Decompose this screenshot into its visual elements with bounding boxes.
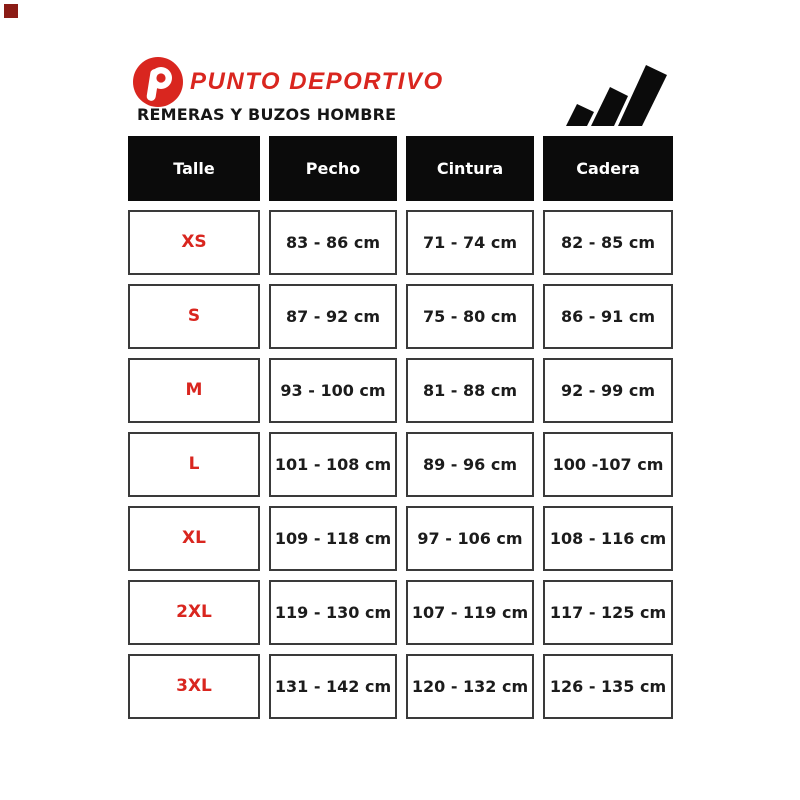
cintura-value: 75 - 80 cm bbox=[406, 284, 534, 349]
corner-marker bbox=[4, 4, 18, 18]
column-header-talle: Talle bbox=[128, 136, 260, 201]
pecho-value: 83 - 86 cm bbox=[269, 210, 397, 275]
column-header-pecho: Pecho bbox=[269, 136, 397, 201]
cadera-value: 82 - 85 cm bbox=[543, 210, 673, 275]
punto-deportivo-logo-icon bbox=[133, 57, 183, 107]
cintura-value: 71 - 74 cm bbox=[406, 210, 534, 275]
size-label: XS bbox=[128, 210, 260, 275]
cadera-value: 117 - 125 cm bbox=[543, 580, 673, 645]
size-table: Talle Pecho Cintura Cadera XS 83 - 86 cm… bbox=[128, 136, 673, 719]
pecho-value: 119 - 130 cm bbox=[269, 580, 397, 645]
cintura-value: 81 - 88 cm bbox=[406, 358, 534, 423]
pecho-value: 131 - 142 cm bbox=[269, 654, 397, 719]
cintura-value: 97 - 106 cm bbox=[406, 506, 534, 571]
pecho-value: 93 - 100 cm bbox=[269, 358, 397, 423]
cadera-value: 86 - 91 cm bbox=[543, 284, 673, 349]
size-label: 3XL bbox=[128, 654, 260, 719]
pecho-value: 87 - 92 cm bbox=[269, 284, 397, 349]
column-header-cadera: Cadera bbox=[543, 136, 673, 201]
pecho-value: 101 - 108 cm bbox=[269, 432, 397, 497]
cadera-value: 126 - 135 cm bbox=[543, 654, 673, 719]
cadera-value: 100 -107 cm bbox=[543, 432, 673, 497]
size-label: 2XL bbox=[128, 580, 260, 645]
size-label: L bbox=[128, 432, 260, 497]
page-title: REMERAS Y BUZOS HOMBRE bbox=[137, 105, 397, 124]
size-label: S bbox=[128, 284, 260, 349]
cintura-value: 120 - 132 cm bbox=[406, 654, 534, 719]
size-label: M bbox=[128, 358, 260, 423]
cadera-value: 108 - 116 cm bbox=[543, 506, 673, 571]
brand-name: PUNTO DEPORTIVO bbox=[190, 68, 444, 95]
cadera-value: 92 - 99 cm bbox=[543, 358, 673, 423]
column-header-cintura: Cintura bbox=[406, 136, 534, 201]
cintura-value: 107 - 119 cm bbox=[406, 580, 534, 645]
cintura-value: 89 - 96 cm bbox=[406, 432, 534, 497]
adidas-logo-icon bbox=[566, 65, 667, 126]
size-label: XL bbox=[128, 506, 260, 571]
pecho-value: 109 - 118 cm bbox=[269, 506, 397, 571]
